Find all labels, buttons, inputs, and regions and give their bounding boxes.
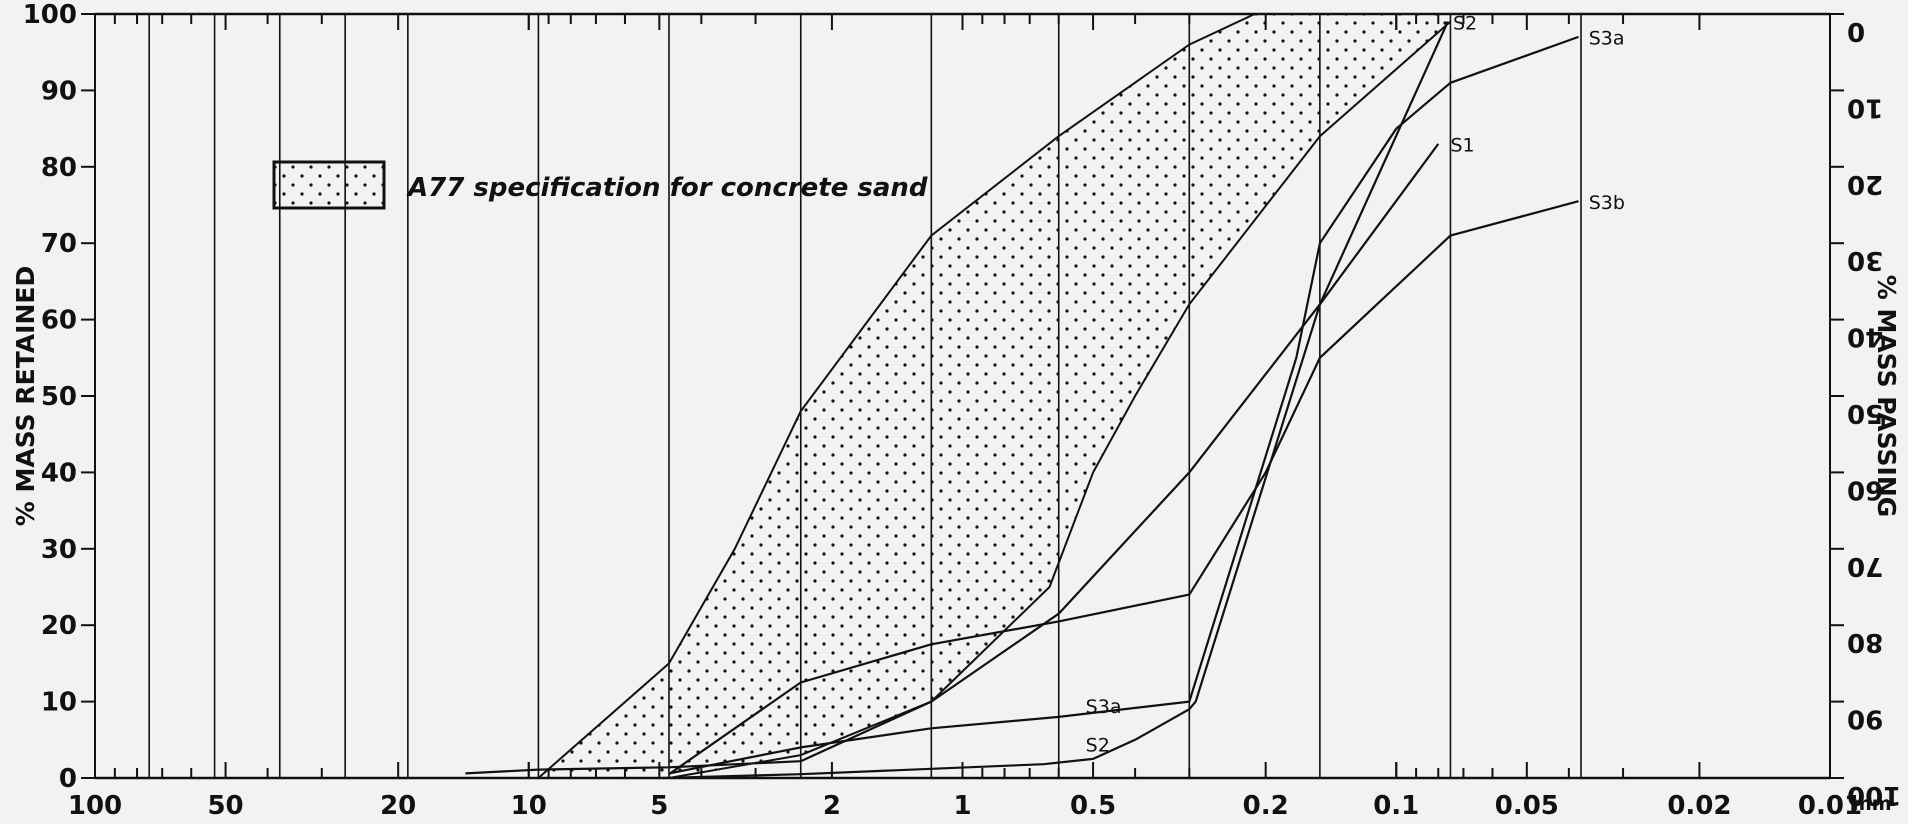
y-left-tick-label-1: 10 bbox=[41, 688, 77, 718]
series-line-s3b bbox=[668, 200, 1579, 776]
y-left-tick-label-7: 70 bbox=[41, 229, 77, 259]
spec-band-lower-boundary bbox=[668, 20, 1452, 779]
x-tick-label-1: 50 bbox=[207, 791, 243, 819]
y-right-tick-label-2: 80 bbox=[1847, 627, 1883, 657]
y-right-axis-title: % MASS PASSING bbox=[1872, 275, 1901, 518]
x-unit-label: mm bbox=[1852, 793, 1892, 815]
y-left-tick-label-3: 30 bbox=[41, 535, 77, 565]
y-left-tick-label-0: 0 bbox=[59, 764, 77, 794]
x-tick-label-8: 0.2 bbox=[1243, 791, 1289, 819]
y-left-tick-label-4: 40 bbox=[41, 458, 77, 488]
series-line-s2 bbox=[663, 21, 1449, 780]
x-tick-label-2: 20 bbox=[380, 791, 416, 819]
label-s3b-end: S3b bbox=[1589, 192, 1625, 214]
legend-swatch bbox=[272, 160, 386, 210]
x-tick-label-0: 100 bbox=[68, 791, 122, 819]
y-left-tick-label-5: 50 bbox=[41, 382, 77, 412]
spec-band-fill bbox=[538, 14, 1451, 778]
y-left-tick-label-2: 20 bbox=[41, 611, 77, 641]
y-right-tick-label-4: 60 bbox=[1847, 474, 1883, 504]
x-tick-label-5: 2 bbox=[823, 791, 841, 819]
y-right-tick-label-10: 0 bbox=[1847, 16, 1865, 46]
label-s2-start: S2 bbox=[1086, 734, 1110, 756]
x-tick-label-10: 0.05 bbox=[1495, 791, 1559, 819]
x-tick-label-12: 0.01 bbox=[1798, 791, 1862, 819]
y-right-tick-label-3: 70 bbox=[1847, 551, 1883, 581]
legend-label: A77 specification for concrete sand bbox=[406, 173, 928, 203]
y-left-tick-label-9: 90 bbox=[41, 76, 77, 106]
y-left-tick-label-8: 80 bbox=[41, 153, 77, 183]
y-right-tick-label-1: 90 bbox=[1847, 704, 1883, 734]
label-s3a-end: S3a bbox=[1589, 28, 1625, 50]
y-left-axis-title: % MASS RETAINED bbox=[11, 266, 40, 526]
y-left-tick-label-10: 100 bbox=[23, 0, 77, 30]
label-s2-end: S2 bbox=[1453, 12, 1477, 34]
y-right-tick-label-7: 30 bbox=[1847, 245, 1883, 275]
y-right-tick-label-9: 10 bbox=[1847, 92, 1883, 122]
y-right-tick-label-0: 100 bbox=[1847, 780, 1901, 810]
label-s1-end: S1 bbox=[1450, 135, 1474, 157]
label-s3a-start: S3a bbox=[1086, 696, 1122, 718]
y-right-tick-label-6: 40 bbox=[1847, 322, 1883, 352]
series-line-s1 bbox=[465, 143, 1440, 775]
y-left-tick-label-6: 60 bbox=[41, 306, 77, 336]
x-tick-label-4: 5 bbox=[650, 791, 668, 819]
x-tick-label-6: 1 bbox=[953, 791, 971, 819]
x-tick-label-3: 10 bbox=[511, 791, 547, 819]
x-tick-label-7: 0.5 bbox=[1070, 791, 1116, 819]
x-tick-label-11: 0.02 bbox=[1667, 791, 1731, 819]
y-right-tick-label-5: 50 bbox=[1847, 398, 1883, 428]
y-right-tick-label-8: 20 bbox=[1847, 169, 1883, 199]
series-line-s3a bbox=[668, 35, 1579, 775]
x-tick-label-9: 0.1 bbox=[1373, 791, 1419, 819]
